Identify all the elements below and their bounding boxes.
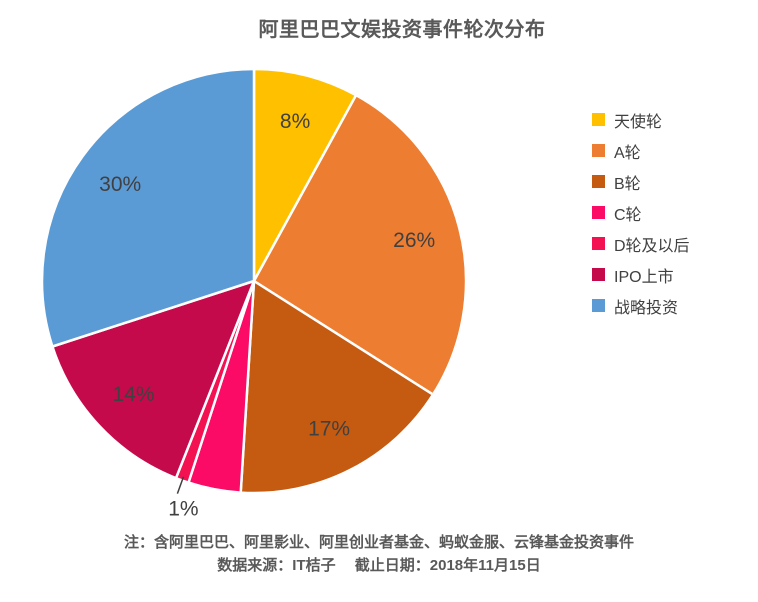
- percent-label: 8%: [280, 110, 310, 133]
- legend-swatch: [592, 113, 605, 126]
- legend-item-B轮: B轮: [592, 166, 690, 197]
- percent-label: 17%: [308, 417, 350, 440]
- pie-slice-天使轮: [252, 67, 358, 283]
- legend-item-IPO上市: IPO上市: [592, 259, 690, 290]
- legend-label: 天使轮: [614, 113, 663, 131]
- legend-item-A轮: A轮: [592, 135, 690, 166]
- legend-item-战略投资: 战略投资: [592, 290, 690, 321]
- legend-swatch: [592, 206, 605, 219]
- legend-swatch: [592, 237, 605, 250]
- legend-swatch: [592, 175, 605, 188]
- footer-source: 数据来源：IT桔子 截止日期：2018年11月15日: [217, 557, 541, 574]
- legend-label: D轮及以后: [614, 237, 690, 255]
- legend-label: 战略投资: [614, 299, 679, 317]
- legend-label: A轮: [614, 144, 641, 162]
- legend-item-天使轮: 天使轮: [592, 104, 690, 135]
- percent-label: 1%: [168, 498, 198, 521]
- percent-label: 14%: [112, 383, 154, 406]
- legend: 天使轮 A轮 B轮 C轮 D轮及以后 IPO上市战略投资: [592, 104, 690, 321]
- percent-label: 26%: [393, 229, 435, 252]
- footer: 注：含阿里巴巴、阿里影业、阿里创业者基金、蚂蚁金服、云锋基金投资事件 数据来源：…: [0, 531, 758, 577]
- percent-label: 30%: [99, 173, 141, 196]
- legend-item-C轮: C轮: [592, 197, 690, 228]
- legend-swatch: [592, 144, 605, 157]
- leader-line: [176, 476, 185, 494]
- pie-slice-A轮: [252, 93, 468, 396]
- pie-slice-战略投资: [40, 67, 256, 348]
- chart-title: 阿里巴巴文娱投资事件轮次分布: [258, 19, 546, 41]
- footer-note: 注：含阿里巴巴、阿里影业、阿里创业者基金、蚂蚁金服、云锋基金投资事件: [123, 534, 634, 551]
- legend-swatch: [592, 299, 605, 312]
- pie-slice-B轮: [239, 279, 435, 495]
- legend-label: IPO上市: [614, 268, 674, 286]
- legend-label: B轮: [614, 175, 641, 193]
- legend-label: C轮: [614, 206, 642, 224]
- legend-item-D轮及以后: D轮及以后: [592, 228, 690, 259]
- legend-swatch: [592, 268, 605, 281]
